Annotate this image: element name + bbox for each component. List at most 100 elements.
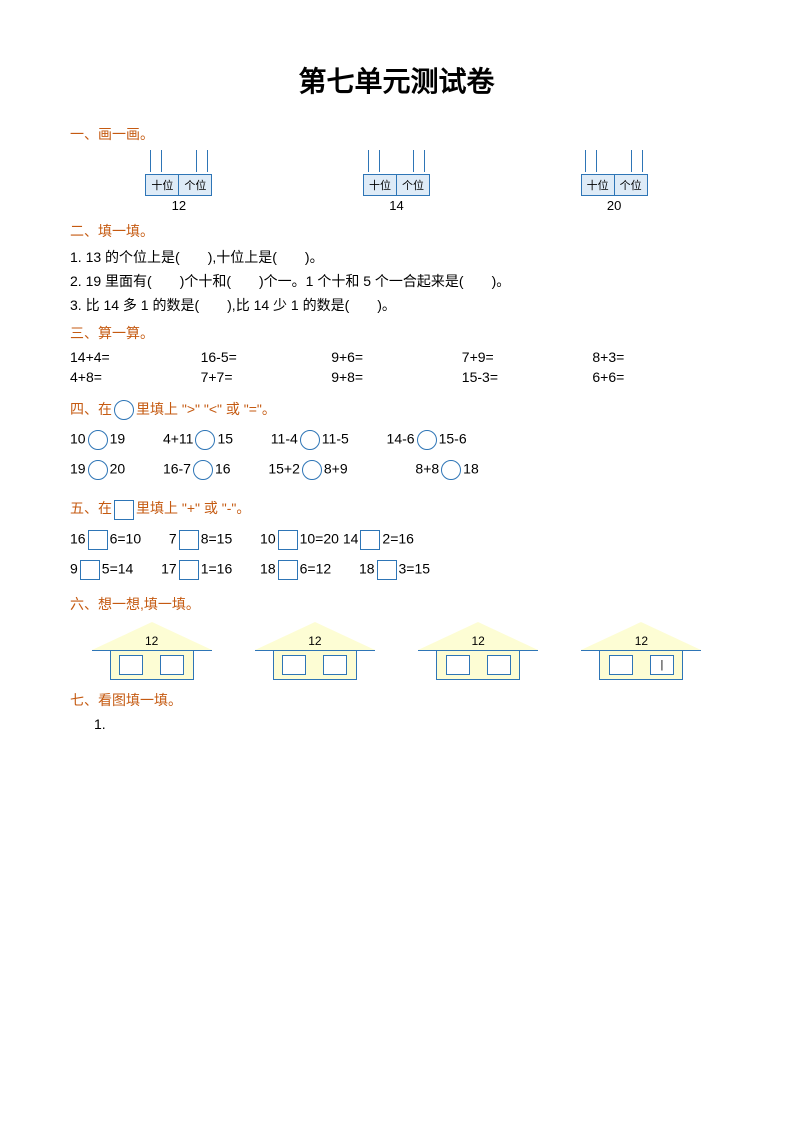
comp-text: 8+9 xyxy=(324,461,348,477)
op-text: 2=16 xyxy=(382,530,414,546)
op-text: 5=14 xyxy=(102,560,134,576)
pv-label-ones: 个位 xyxy=(178,175,211,195)
calc-grid: 14+4= 16-5= 9+6= 7+9= 8+3= 4+8= 7+7= 9+8… xyxy=(70,349,723,385)
circle-blank[interactable] xyxy=(302,460,322,480)
circle-blank[interactable] xyxy=(417,430,437,450)
roof-label: 12 xyxy=(303,634,327,648)
square-blank[interactable] xyxy=(278,530,298,550)
calc-cell: 7+9= xyxy=(462,349,593,365)
house-row: 12 12 12 12 | xyxy=(70,622,723,680)
comp-text: 19 xyxy=(70,461,86,477)
pv-label-tens: 十位 xyxy=(364,175,396,195)
op-text: 14 xyxy=(343,530,359,546)
section7-head: 七、看图填一填。 xyxy=(70,690,723,710)
circle-blank[interactable] xyxy=(195,430,215,450)
section5-head: 五、在 里填上 "+" 或 "-"。 xyxy=(70,498,723,519)
house-window[interactable] xyxy=(487,655,511,675)
comp-text: 10 xyxy=(70,431,86,447)
pv-item-3: 十位 个位 20 xyxy=(580,150,648,213)
square-blank[interactable] xyxy=(114,500,134,520)
pv-num-2: 14 xyxy=(363,198,431,213)
calc-cell: 7+7= xyxy=(201,369,332,385)
house-window[interactable] xyxy=(446,655,470,675)
section4-head: 四、在里填上 ">" "<" 或 "="。 xyxy=(70,399,723,420)
comp-text: 14-6 xyxy=(387,431,415,447)
op-text: 7 xyxy=(169,530,177,546)
pv-item-2: 十位 个位 14 xyxy=(363,150,431,213)
calc-cell: 4+8= xyxy=(70,369,201,385)
house-window[interactable]: | xyxy=(650,655,674,675)
pv-label-tens: 十位 xyxy=(146,175,178,195)
comp-text: 11-5 xyxy=(322,431,349,447)
square-blank[interactable] xyxy=(179,560,199,580)
pv-label-ones: 个位 xyxy=(614,175,647,195)
comp-text: 15-6 xyxy=(439,431,467,447)
page-title: 第七单元测试卷 xyxy=(70,60,723,100)
comp-text: 18 xyxy=(463,461,479,477)
square-blank[interactable] xyxy=(80,560,100,580)
house-2: 12 xyxy=(255,622,375,680)
op-text: 6=12 xyxy=(300,560,332,576)
section3-head: 三、算一算。 xyxy=(70,323,723,343)
op-text: 3=15 xyxy=(399,560,431,576)
s5-head-b: 里填上 "+" 或 "-"。 xyxy=(136,500,250,516)
comp-text: 4+11 xyxy=(163,431,194,447)
square-blank[interactable] xyxy=(360,530,380,550)
circle-blank[interactable] xyxy=(441,460,461,480)
circle-blank[interactable] xyxy=(114,400,134,420)
house-window[interactable] xyxy=(282,655,306,675)
comp-text: 15+2 xyxy=(268,461,300,477)
section6-head: 六、想一想,填一填。 xyxy=(70,594,723,614)
op-text: 1=16 xyxy=(201,560,233,576)
circle-blank[interactable] xyxy=(88,460,108,480)
circle-blank[interactable] xyxy=(300,430,320,450)
house-window[interactable] xyxy=(160,655,184,675)
calc-cell: 9+8= xyxy=(331,369,462,385)
house-window[interactable] xyxy=(323,655,347,675)
roof-label: 12 xyxy=(629,634,653,648)
op-text: 18 xyxy=(359,560,375,576)
calc-cell: 16-5= xyxy=(201,349,332,365)
s2-q1: 1. 13 的个位上是( ),十位上是( )。 xyxy=(70,247,723,267)
pv-num-3: 20 xyxy=(580,198,648,213)
op-row-2: 95=14 171=16 186=12 183=15 xyxy=(70,560,723,580)
s4-head-a: 四、在 xyxy=(70,401,112,417)
house-4: 12 | xyxy=(581,622,701,680)
circle-blank[interactable] xyxy=(193,460,213,480)
comp-text: 15 xyxy=(217,431,233,447)
op-text: 6=10 xyxy=(110,530,142,546)
op-text: 9 xyxy=(70,560,78,576)
square-blank[interactable] xyxy=(179,530,199,550)
house-3: 12 xyxy=(418,622,538,680)
comp-text: 19 xyxy=(110,431,126,447)
comp-row-1: 10 19 4+11 15 11-4 11-5 14-6 15-6 xyxy=(70,430,723,450)
calc-cell: 14+4= xyxy=(70,349,201,365)
s2-q3: 3. 比 14 多 1 的数是( ),比 14 少 1 的数是( )。 xyxy=(70,295,723,315)
s7-q1: 1. xyxy=(94,716,723,732)
op-text: 18 xyxy=(260,560,276,576)
pv-num-1: 12 xyxy=(145,198,213,213)
comp-text: 20 xyxy=(110,461,126,477)
square-blank[interactable] xyxy=(88,530,108,550)
circle-blank[interactable] xyxy=(88,430,108,450)
op-text: 16 xyxy=(70,530,86,546)
op-text: 8=15 xyxy=(201,530,233,546)
pv-item-1: 十位 个位 12 xyxy=(145,150,213,213)
house-1: 12 xyxy=(92,622,212,680)
house-window[interactable] xyxy=(119,655,143,675)
comp-text: 11-4 xyxy=(271,431,298,447)
roof-label: 12 xyxy=(466,634,490,648)
comp-text: 8+8 xyxy=(415,461,439,477)
calc-cell: 6+6= xyxy=(592,369,723,385)
calc-cell: 8+3= xyxy=(592,349,723,365)
section1-head: 一、画一画。 xyxy=(70,124,723,144)
section2-head: 二、填一填。 xyxy=(70,221,723,241)
house-window[interactable] xyxy=(609,655,633,675)
calc-cell: 15-3= xyxy=(462,369,593,385)
square-blank[interactable] xyxy=(278,560,298,580)
square-blank[interactable] xyxy=(377,560,397,580)
comp-text: 16 xyxy=(215,461,231,477)
pv-label-ones: 个位 xyxy=(396,175,429,195)
s5-head-a: 五、在 xyxy=(70,500,112,516)
roof-label: 12 xyxy=(140,634,164,648)
